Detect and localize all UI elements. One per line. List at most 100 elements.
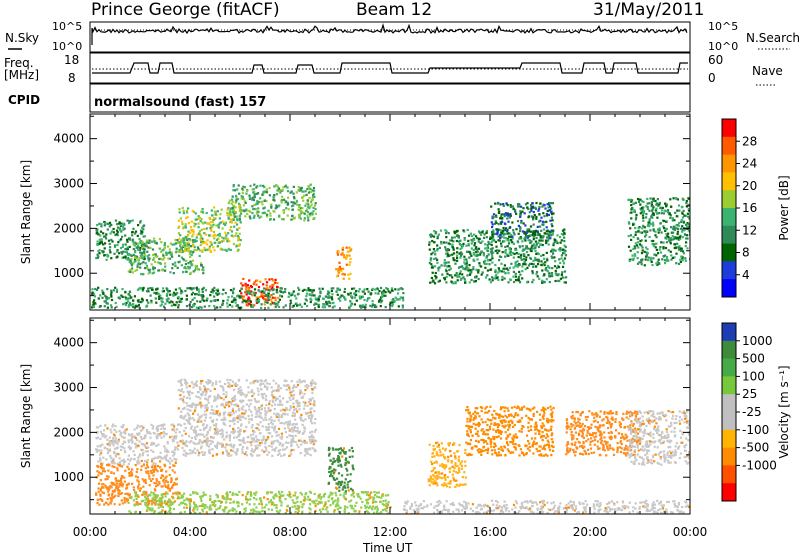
echo-pixel — [277, 190, 280, 193]
echo-pixel — [137, 258, 140, 261]
echo-pixel — [150, 460, 154, 463]
y-tick-label: 4000 — [53, 132, 84, 146]
echo-pixel — [197, 288, 200, 291]
echo-pixel — [122, 459, 125, 462]
echo-pixel — [497, 211, 500, 214]
echo-pixel — [521, 270, 524, 273]
echo-pixel — [678, 236, 682, 239]
echo-pixel — [447, 261, 450, 264]
echo-pixel — [308, 212, 311, 215]
echo-pixel — [474, 280, 477, 283]
echo-pixel — [301, 396, 304, 399]
echo-pixel — [146, 239, 149, 242]
echo-pixel — [223, 418, 226, 421]
echo-pixel — [547, 237, 551, 240]
echo-pixel — [229, 411, 232, 414]
echo-pixel — [97, 255, 100, 258]
echo-pixel — [276, 397, 279, 400]
echo-pixel — [142, 485, 145, 488]
echo-pixel — [634, 247, 637, 250]
echo-pixel — [232, 418, 235, 421]
echo-pixel — [262, 382, 265, 385]
echo-pixel — [455, 271, 458, 275]
echo-pixel — [658, 212, 661, 215]
echo-pixel — [205, 387, 208, 391]
echo-pixel — [194, 240, 197, 243]
echo-pixel — [355, 290, 358, 293]
echo-pixel — [309, 454, 312, 457]
echo-pixel — [296, 304, 299, 307]
echo-pixel — [484, 266, 487, 269]
echo-pixel — [101, 499, 104, 502]
echo-pixel — [282, 218, 285, 221]
echo-pixel — [156, 426, 159, 429]
echo-pixel — [642, 219, 645, 222]
echo-pixel — [107, 255, 110, 258]
echo-pixel — [486, 246, 489, 250]
echo-pixel — [562, 252, 565, 255]
echo-pixel — [508, 226, 511, 229]
echo-pixel — [162, 287, 165, 290]
echo-pixel — [181, 220, 184, 223]
echo-pixel — [140, 429, 143, 432]
echo-pixel — [302, 190, 305, 193]
echo-pixel — [191, 451, 194, 454]
echo-pixel — [137, 485, 140, 488]
echo-pixel — [203, 232, 206, 235]
echo-pixel — [105, 501, 108, 504]
echo-pixel — [245, 394, 248, 397]
echo-pixel — [530, 240, 533, 243]
echo-pixel — [260, 408, 263, 411]
echo-pixel — [113, 461, 116, 465]
echo-pixel — [550, 216, 553, 219]
echo-pixel — [530, 230, 533, 233]
echo-pixel — [287, 196, 290, 199]
echo-pixel — [279, 387, 282, 390]
echo-pixel — [192, 250, 195, 253]
echo-pixel — [241, 195, 244, 198]
echo-pixel — [129, 470, 133, 473]
echo-pixel — [563, 257, 566, 260]
echo-pixel — [179, 246, 182, 249]
echo-pixel — [245, 302, 248, 305]
echo-pixel — [270, 298, 273, 301]
echo-pixel — [186, 452, 189, 455]
echo-pixel — [244, 429, 247, 432]
echo-pixel — [633, 253, 636, 256]
echo-pixel — [102, 429, 106, 432]
echo-pixel — [288, 420, 291, 423]
echo-pixel — [531, 281, 534, 284]
echo-pixel — [212, 412, 215, 415]
echo-pixel — [545, 226, 548, 229]
echo-pixel — [335, 290, 338, 293]
echo-pixel — [513, 280, 516, 284]
echo-pixel — [276, 189, 279, 192]
echo-pixel — [99, 453, 102, 456]
echo-pixel — [136, 268, 139, 271]
echo-pixel — [213, 304, 216, 308]
echo-pixel — [116, 229, 119, 232]
echo-pixel — [163, 262, 167, 265]
echo-pixel — [148, 239, 151, 242]
echo-pixel — [321, 287, 324, 290]
echo-pixel — [180, 264, 183, 267]
echo-pixel — [308, 436, 311, 439]
echo-pixel — [491, 257, 494, 260]
echo-pixel — [183, 449, 186, 452]
echo-pixel — [295, 297, 298, 300]
echo-pixel — [157, 269, 160, 272]
echo-pixel — [292, 437, 295, 440]
echo-pixel — [473, 252, 476, 255]
echo-pixel — [527, 254, 530, 257]
echo-pixel — [260, 215, 263, 218]
echo-pixel — [138, 483, 141, 486]
echo-pixel — [652, 229, 655, 232]
echo-pixel — [121, 245, 124, 248]
echo-pixel — [227, 296, 230, 299]
echo-pixel — [127, 446, 130, 449]
echo-pixel — [477, 237, 480, 240]
echo-pixel — [205, 391, 208, 394]
echo-pixel — [101, 443, 104, 446]
echo-pixel — [353, 303, 356, 306]
echo-pixel — [501, 217, 504, 220]
